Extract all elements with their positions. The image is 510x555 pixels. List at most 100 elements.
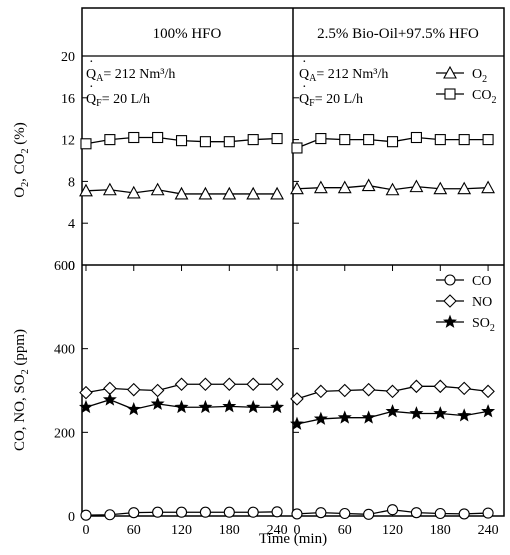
bottom-so2-left-point: [102, 392, 117, 406]
top-co2-left-point: [104, 134, 116, 146]
legend-top-o2-label: O2: [472, 67, 487, 85]
bottom-y-tick-label: 600: [54, 259, 75, 274]
bottom-co-left-point: [104, 509, 116, 521]
top-o2-right-point: [385, 182, 400, 196]
qa-label-right: QA= 212 Nm³/h: [299, 67, 388, 84]
x-tick-label: 240: [267, 523, 288, 538]
bottom-co-left-point: [223, 506, 235, 518]
top-co2-right-point: [315, 133, 327, 145]
bottom-no-left-point: [222, 377, 237, 392]
top-co2-left-point: [152, 131, 164, 144]
top-co2-right-point: [410, 131, 422, 144]
bottom-so2-right-point: [409, 406, 424, 420]
bottom-no-right-point: [409, 379, 424, 394]
conditions-left: · QA= 212 Nm³/h · QF= 20 L/h: [86, 55, 175, 109]
top-o2-right-point: [337, 180, 352, 194]
legend-bottom-so2-label: SO2: [472, 316, 495, 334]
top-o2-left-point: [102, 182, 117, 196]
bottom-so2-right-point: [313, 411, 328, 425]
qf-dot-left: ·: [89, 80, 94, 95]
top-co2-right-point: [386, 136, 399, 148]
bottom-so2-right-point: [457, 408, 472, 422]
bottom-co-right-point: [482, 507, 494, 519]
x-tick-label: 0: [82, 523, 89, 538]
bottom-so2-right-point: [433, 406, 448, 420]
top-o2-left-point: [79, 183, 93, 197]
qf-label-left: QF= 20 L/h: [86, 92, 150, 109]
ticks-layer: 0 60 120 180 240 0 60 120 180 2400481216200200400…: [54, 50, 499, 538]
top-co2-left-point: [223, 136, 235, 148]
x-tick-label: 60: [127, 523, 141, 538]
bottom-so2-right-point: [337, 410, 352, 424]
x-tick-label: 120: [382, 523, 403, 538]
bottom-so2-left-point: [246, 399, 261, 414]
column-title-left: 100% HFO: [153, 26, 222, 42]
legend-top-co2-marker: [444, 88, 456, 100]
bottom-co-right-point: [434, 507, 446, 520]
top-y-tick-label: 20: [61, 50, 75, 65]
bottom-co-right-point: [291, 508, 303, 520]
top-co2-right-point: [291, 142, 303, 154]
bottom-co-left-point: [271, 506, 283, 518]
top-o2-left-point: [222, 186, 237, 200]
top-y-tick-label: 4: [68, 217, 75, 232]
top-o2-left-point: [246, 186, 261, 200]
bottom-no-right-point: [290, 392, 304, 406]
x-tick-label: 60: [338, 523, 352, 538]
bottom-co-left-point: [247, 506, 259, 518]
legend-top-co2-label: CO2: [472, 88, 496, 106]
top-y-tick-label: 8: [68, 175, 75, 190]
bottom-so2-right-point: [361, 410, 376, 424]
top-co2-left-point: [271, 133, 283, 145]
top-co2-left-point: [80, 138, 92, 150]
top-y-axis-label: O2, CO2 (%): [12, 122, 31, 197]
bottom-no-right-point: [457, 381, 471, 396]
bottom-no-right-point: [361, 382, 376, 397]
legend-top-o2-marker: [443, 65, 457, 79]
top-o2-left-point: [150, 182, 165, 196]
bottom-co-left-point: [128, 507, 140, 519]
x-tick-label: 180: [219, 523, 240, 538]
bottom-y-axis-label: CO, NO, SO2 (ppm): [12, 329, 31, 451]
bottom-no-right-point: [433, 379, 448, 394]
column-title-right: 2.5% Bio-Oil+97.5% HFO: [317, 26, 479, 42]
x-tick-label: 0: [293, 523, 300, 538]
top-y-tick-label: 0: [68, 259, 75, 274]
bottom-co-right-point: [410, 507, 422, 519]
legend-bottom-so2-marker: [443, 314, 457, 328]
bottom-co-right-point: [458, 508, 470, 520]
x-tick-label: 120: [171, 523, 192, 538]
bottom-no-left-point: [174, 377, 189, 392]
bottom-co-right-point: [339, 507, 351, 520]
top-o2-left-point: [174, 186, 189, 200]
conditions-right: · QA= 212 Nm³/h · QF= 20 L/h: [299, 55, 388, 109]
top-o2-right-point: [433, 181, 448, 195]
bottom-so2-right-point: [290, 416, 304, 430]
bottom-so2-right-point: [385, 404, 400, 418]
bottom-y-tick-label: 200: [54, 426, 75, 441]
legend-layer: O2 CO2 CO NO SO2: [436, 65, 496, 334]
bottom-y-tick-label: 0: [68, 510, 75, 525]
top-co2-left-point: [199, 136, 211, 148]
top-co2-right-point: [363, 134, 375, 146]
bottom-no-left-point: [198, 377, 213, 392]
top-o2-right-point: [457, 181, 472, 195]
top-y-tick-label: 16: [61, 92, 75, 107]
bottom-so2-left-point: [270, 399, 285, 414]
top-o2-left-point: [198, 186, 213, 200]
bottom-co-left-point: [199, 506, 211, 518]
bottom-co-right-point: [363, 508, 375, 520]
qf-label-right: QF= 20 L/h: [299, 92, 363, 109]
bottom-so2-left-point: [174, 399, 189, 414]
top-co2-right-point: [482, 134, 494, 146]
top-o2-right-point: [313, 180, 328, 194]
bottom-so2-left-point: [150, 396, 165, 410]
legend-bottom-co-label: CO: [472, 274, 491, 289]
top-co2-right-point: [339, 134, 351, 146]
bottom-no-right-point: [385, 384, 400, 399]
bottom-no-right-point: [337, 383, 352, 398]
legend-bottom-co-marker: [444, 274, 456, 286]
bottom-co-left-point: [152, 506, 164, 518]
top-co2-left-point: [128, 131, 140, 144]
